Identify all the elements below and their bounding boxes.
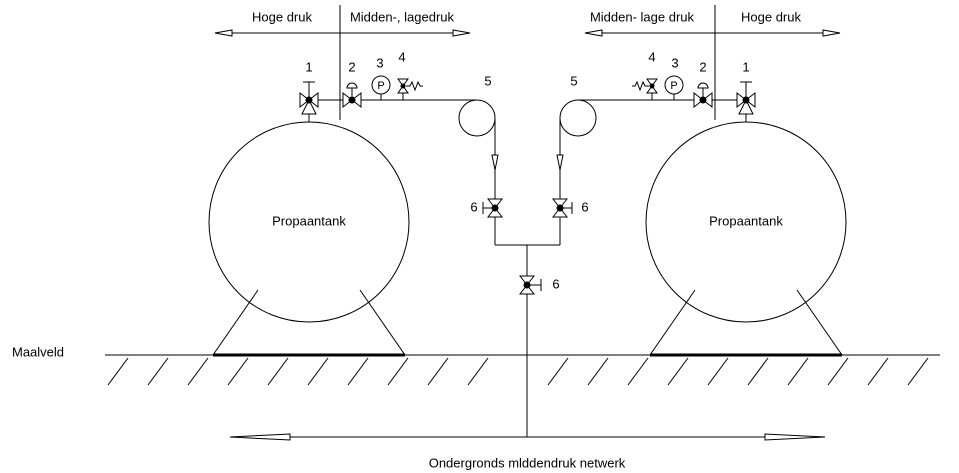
pressure-label: Hoge druk (252, 9, 312, 24)
ground-label: Maalveld (12, 344, 64, 359)
network-label: Ondergronds mlddendruk netwerk (429, 455, 626, 470)
component-label: 4 (648, 49, 655, 64)
gauge-label: P (670, 80, 677, 92)
tank-label: Propaantank (272, 213, 346, 228)
component-label: 5 (570, 73, 577, 88)
valve-label: 6 (470, 199, 477, 214)
valve (518, 275, 542, 295)
arrow (229, 433, 291, 441)
right-installation (551, 3, 848, 357)
left-installation (207, 3, 504, 357)
valve-label: 6 (552, 276, 559, 291)
component-label: 4 (398, 49, 405, 64)
component-label: 3 (376, 55, 383, 70)
component-label: 2 (699, 59, 706, 74)
component-label: 3 (671, 55, 678, 70)
ground-hatch (107, 357, 929, 386)
component-label: 1 (305, 59, 312, 74)
component-label: 5 (484, 73, 491, 88)
tank-label: Propaantank (709, 213, 783, 228)
pressure-label: Midden-, lagedruk (350, 9, 455, 24)
gauge-label: P (377, 80, 384, 92)
arrow (764, 433, 826, 441)
valve-label: 6 (581, 199, 588, 214)
pressure-label: Midden- lage druk (590, 9, 695, 24)
component-label: 1 (742, 59, 749, 74)
component-label: 2 (348, 59, 355, 74)
pressure-label: Hoge druk (741, 9, 801, 24)
